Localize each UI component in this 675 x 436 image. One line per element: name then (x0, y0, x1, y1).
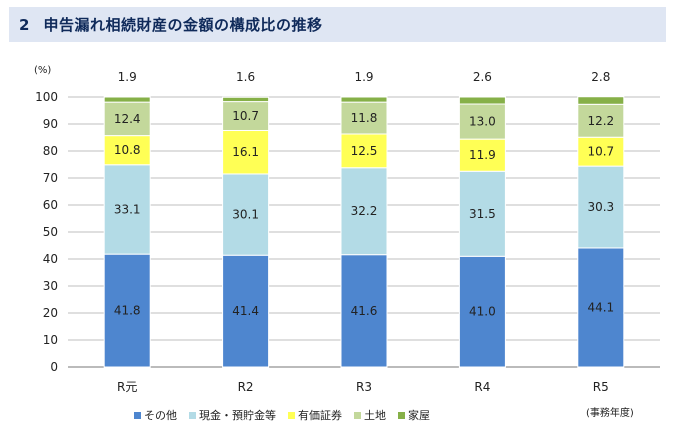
y-tick-label: 30 (43, 279, 58, 293)
y-tick-label: 70 (43, 171, 58, 185)
legend-label: その他 (144, 409, 177, 422)
data-label: 32.2 (351, 204, 378, 218)
data-label: 13.0 (469, 115, 496, 129)
y-tick-label: 60 (43, 198, 58, 212)
data-label: 12.5 (351, 144, 378, 158)
bar-segment-家屋 (222, 96, 270, 103)
data-label: 31.5 (469, 207, 496, 221)
x-tick-label: R2 (238, 380, 254, 394)
y-axis-unit: (%) (34, 65, 52, 76)
bar-segment-現金・預貯金等 (577, 165, 625, 249)
x-tick-label: R元 (117, 380, 137, 394)
bar-segment-土地 (340, 101, 388, 135)
legend-swatch (189, 411, 196, 419)
x-tick-label: R4 (474, 380, 490, 394)
bar-segment-家屋 (103, 96, 151, 103)
bar-segment-その他 (577, 247, 625, 368)
y-tick-label: 90 (43, 117, 58, 131)
bar-segment-有価証券 (458, 138, 506, 172)
y-tick-label: 20 (43, 306, 58, 320)
legend-swatch (134, 411, 141, 419)
data-label: 16.1 (232, 145, 259, 159)
data-label: 30.3 (587, 200, 614, 214)
data-label: 10.7 (587, 145, 614, 159)
section-title: 申告漏れ相続財産の金額の構成比の推移 (43, 16, 323, 34)
bar-segment-家屋 (577, 96, 625, 105)
section-number: 2 (19, 15, 30, 34)
data-label: 11.8 (351, 111, 378, 125)
data-label: 11.9 (469, 148, 496, 162)
data-label: 41.0 (469, 305, 496, 319)
bar-segment-現金・預貯金等 (340, 167, 388, 256)
legend-label: 現金・預貯金等 (199, 409, 276, 422)
data-label: 12.2 (587, 114, 614, 128)
top-data-label: 2.8 (591, 70, 610, 84)
data-label: 10.7 (232, 109, 259, 123)
top-data-label: 1.6 (236, 70, 255, 84)
data-label: 30.1 (232, 208, 259, 222)
legend-item: 有価証券 (288, 407, 342, 423)
legend-swatch (354, 411, 361, 419)
data-label: 12.4 (114, 112, 141, 126)
bar-segment-現金・預貯金等 (458, 170, 506, 257)
bar-segment-その他 (222, 254, 270, 368)
data-label: 41.6 (351, 304, 378, 318)
legend-item: 現金・預貯金等 (189, 407, 276, 423)
x-tick-label: R3 (356, 380, 372, 394)
bar-segment-土地 (577, 103, 625, 138)
data-label: 33.1 (114, 202, 141, 216)
legend-item: 家屋 (398, 407, 430, 423)
legend-swatch (288, 411, 295, 419)
chart-legend: その他 現金・預貯金等 有価証券 土地 家屋 (134, 407, 430, 423)
bar-segment-土地 (103, 101, 151, 137)
bar-segment-土地 (458, 103, 506, 140)
top-data-label: 1.9 (354, 70, 373, 84)
bar-segment-その他 (340, 254, 388, 368)
data-label: 41.4 (232, 304, 259, 318)
legend-swatch (398, 411, 405, 419)
y-tick-label: 10 (43, 333, 58, 347)
x-tick-label: R5 (593, 380, 609, 394)
bar-segment-有価証券 (340, 133, 388, 169)
bar-segment-有価証券 (222, 129, 270, 175)
data-label: 44.1 (587, 300, 614, 314)
data-label: 10.8 (114, 143, 141, 157)
bar-segment-その他 (458, 255, 506, 368)
top-data-label: 1.9 (118, 70, 137, 84)
y-tick-label: 100 (35, 90, 58, 104)
section-header: 2 申告漏れ相続財産の金額の構成比の推移 (9, 7, 666, 42)
y-tick-label: 80 (43, 144, 58, 158)
y-tick-label: 0 (50, 360, 58, 374)
top-data-label: 2.6 (473, 70, 492, 84)
data-label: 41.8 (114, 304, 141, 318)
bar-segment-家屋 (458, 96, 506, 105)
legend-item: 土地 (354, 407, 386, 423)
legend-label: 有価証券 (298, 409, 342, 422)
bar-segment-現金・預貯金等 (222, 173, 270, 256)
bar-segment-家屋 (340, 96, 388, 103)
y-tick-label: 40 (43, 252, 58, 266)
x-axis-unit: (事務年度) (586, 408, 634, 419)
legend-label: 家屋 (408, 409, 430, 422)
legend-item: その他 (134, 407, 177, 423)
legend-label: 土地 (364, 409, 386, 422)
y-tick-label: 50 (43, 225, 58, 239)
